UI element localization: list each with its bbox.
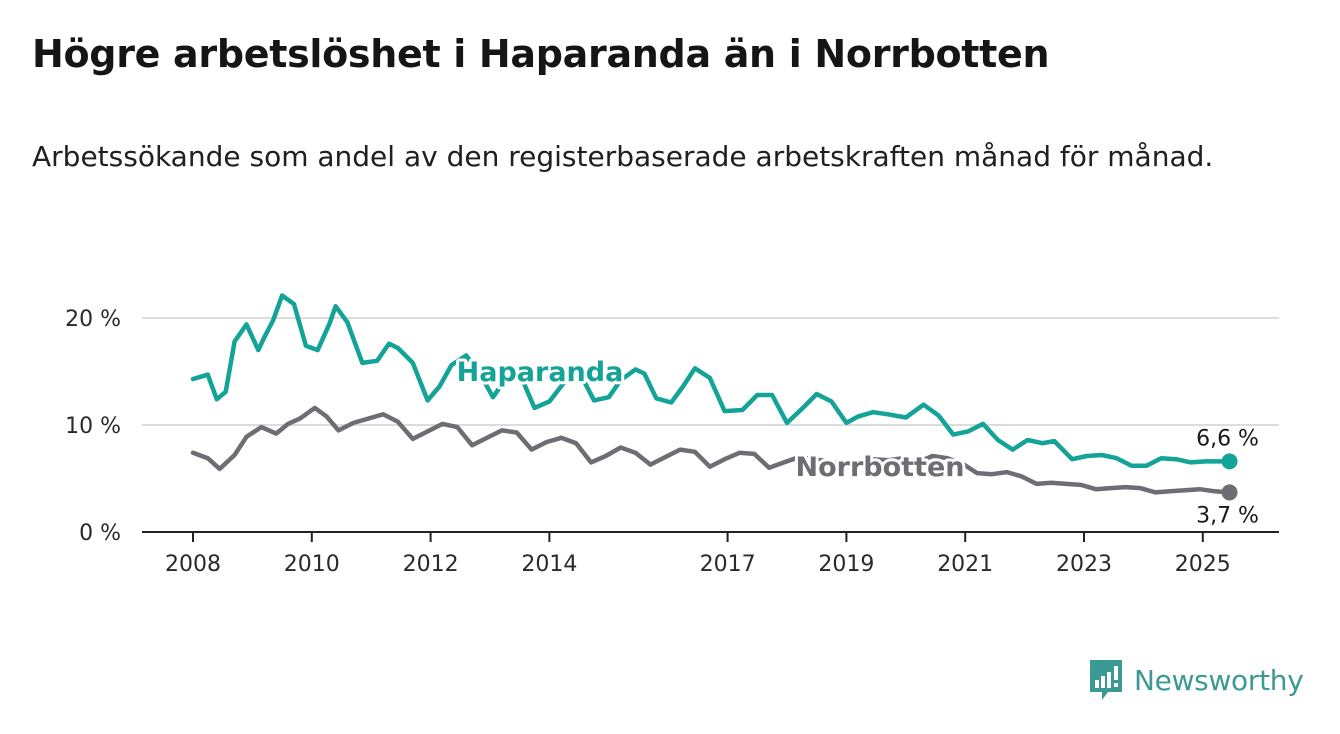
series-lines <box>190 293 1238 501</box>
x-tick-label: 2012 <box>403 552 459 577</box>
bar-chart-exclamation-icon <box>1090 660 1122 700</box>
y-tick-label: 20 % <box>65 307 121 332</box>
chart-subtitle: Arbetssökande som andel av den registerb… <box>32 140 1214 173</box>
series-line-haparanda <box>190 293 1232 468</box>
series-label-haparanda: Haparanda <box>457 357 624 388</box>
newsworthy-logo: Newsworthy <box>1088 658 1304 702</box>
series-line-norrbotten <box>190 405 1232 495</box>
x-tick-label: 2008 <box>165 552 221 577</box>
end-label-haparanda: 6,6 % <box>1196 426 1259 451</box>
x-tick-label: 2021 <box>937 552 993 577</box>
x-tick-label: 2014 <box>521 552 577 577</box>
chart-labels: 0 % 10 % 20 % 2008 2010 2012 2014 2017 2019 2021 2… <box>65 307 1259 577</box>
end-label-norrbotten: 3,7 % <box>1196 503 1259 528</box>
end-point-norrbotten <box>1221 484 1238 501</box>
x-tick-label: 2025 <box>1175 552 1231 577</box>
x-tick-label: 2023 <box>1056 552 1112 577</box>
x-tick-label: 2017 <box>700 552 756 577</box>
x-tick-label: 2010 <box>284 552 340 577</box>
end-point-haparanda <box>1221 453 1238 470</box>
y-tick-label: 10 % <box>65 414 121 439</box>
chart-title: Högre arbetslöshet i Haparanda än i Norr… <box>32 32 1050 76</box>
x-tick-label: 2019 <box>818 552 874 577</box>
brand-name: Newsworthy <box>1134 663 1304 697</box>
y-tick-label: 0 % <box>79 521 121 546</box>
x-axis <box>142 531 1279 542</box>
series-label-norrbotten: Norrbotten <box>795 452 964 483</box>
